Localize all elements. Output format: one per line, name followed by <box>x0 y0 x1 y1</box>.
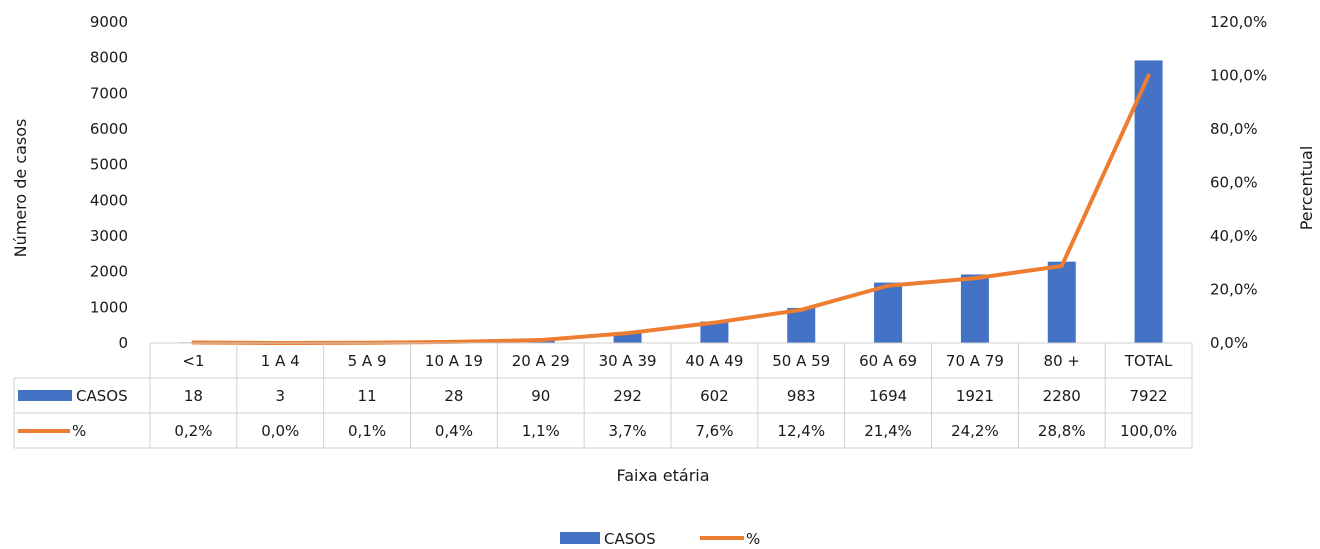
data-label-percent: 12,4% <box>777 422 825 440</box>
bar-casos <box>787 307 816 343</box>
x-tick-label: 70 A 79 <box>946 352 1004 370</box>
bar-casos <box>1134 60 1163 343</box>
y-tick-label: 3000 <box>90 227 128 245</box>
legend: CASOS % <box>560 530 760 548</box>
y-tick-label: 9000 <box>90 13 128 31</box>
data-label-percent: 3,7% <box>609 422 647 440</box>
table-row-label-casos: CASOS <box>76 387 128 405</box>
data-label-casos: 292 <box>613 387 642 405</box>
data-label-percent: 0,2% <box>174 422 212 440</box>
x-tick-label: 30 A 39 <box>599 352 657 370</box>
data-label-casos: 7922 <box>1129 387 1167 405</box>
x-tick-label: TOTAL <box>1124 352 1173 370</box>
bar-casos <box>874 282 903 343</box>
bar-casos <box>700 321 729 343</box>
data-label-percent: 100,0% <box>1120 422 1177 440</box>
x-tick-label: 1 A 4 <box>261 352 300 370</box>
data-label-casos: 11 <box>358 387 377 405</box>
x-tick-label: 60 A 69 <box>859 352 917 370</box>
y-tick-label: 0 <box>118 334 128 352</box>
y-tick-label: 8000 <box>90 49 128 67</box>
y2-tick-label: 120,0% <box>1210 13 1267 31</box>
data-label-casos: 90 <box>531 387 550 405</box>
bar-casos <box>613 332 642 343</box>
y-tick-label: 4000 <box>90 191 128 209</box>
y2-axis-title: Percentual <box>1297 146 1316 231</box>
y2-tick-label: 60,0% <box>1210 174 1258 192</box>
data-label-casos: 2280 <box>1043 387 1081 405</box>
x-tick-label: 40 A 49 <box>685 352 743 370</box>
data-label-casos: 1694 <box>869 387 907 405</box>
y2-tick-label: 100,0% <box>1210 67 1267 85</box>
data-label-percent: 21,4% <box>864 422 912 440</box>
data-label-percent: 24,2% <box>951 422 999 440</box>
data-label-casos: 602 <box>700 387 729 405</box>
legend-label-casos: CASOS <box>604 530 656 548</box>
x-tick-label: 5 A 9 <box>348 352 387 370</box>
y-tick-label: 5000 <box>90 156 128 174</box>
table-row-label-percent: % <box>72 422 86 440</box>
data-label-percent: 1,1% <box>522 422 560 440</box>
y-tick-label: 7000 <box>90 84 128 102</box>
data-label-percent: 0,0% <box>261 422 299 440</box>
y2-tick-label: 0,0% <box>1210 334 1248 352</box>
y-axis-title: Número de casos <box>11 119 30 258</box>
data-label-casos: 28 <box>444 387 463 405</box>
data-label-casos: 1921 <box>956 387 994 405</box>
y-tick-label: 6000 <box>90 120 128 138</box>
legend-label-percent: % <box>746 530 760 548</box>
y-tick-label: 1000 <box>90 298 128 316</box>
bar-casos <box>960 274 989 343</box>
table-key-casos <box>18 390 72 401</box>
x-tick-label: 10 A 19 <box>425 352 483 370</box>
y-tick-label: 2000 <box>90 263 128 281</box>
data-label-percent: 28,8% <box>1038 422 1086 440</box>
x-tick-label: 50 A 59 <box>772 352 830 370</box>
y2-tick-label: 80,0% <box>1210 120 1258 138</box>
y2-tick-label: 20,0% <box>1210 281 1258 299</box>
data-label-casos: 3 <box>275 387 285 405</box>
data-label-percent: 0,4% <box>435 422 473 440</box>
data-label-casos: 18 <box>184 387 203 405</box>
x-tick-label: 20 A 29 <box>512 352 570 370</box>
line-percent <box>191 73 1151 345</box>
data-label-casos: 983 <box>787 387 816 405</box>
y2-tick-label: 40,0% <box>1210 227 1258 245</box>
legend-swatch-casos <box>560 532 600 544</box>
x-tick-label: 80 + <box>1044 352 1080 370</box>
bar-casos <box>1047 261 1076 343</box>
plot-area: 0 1000 2000 3000 4000 5000 6000 7000 8000 9000 0,0… <box>90 13 1267 352</box>
data-label-percent: 0,1% <box>348 422 386 440</box>
x-axis-title: Faixa etária <box>616 466 709 485</box>
data-label-percent: 7,6% <box>695 422 733 440</box>
x-tick-label: <1 <box>182 352 204 370</box>
data-table: <1 1 A 4 5 A 9 10 A 19 20 A 29 30 A 39 40 A 49… <box>13 342 1193 449</box>
